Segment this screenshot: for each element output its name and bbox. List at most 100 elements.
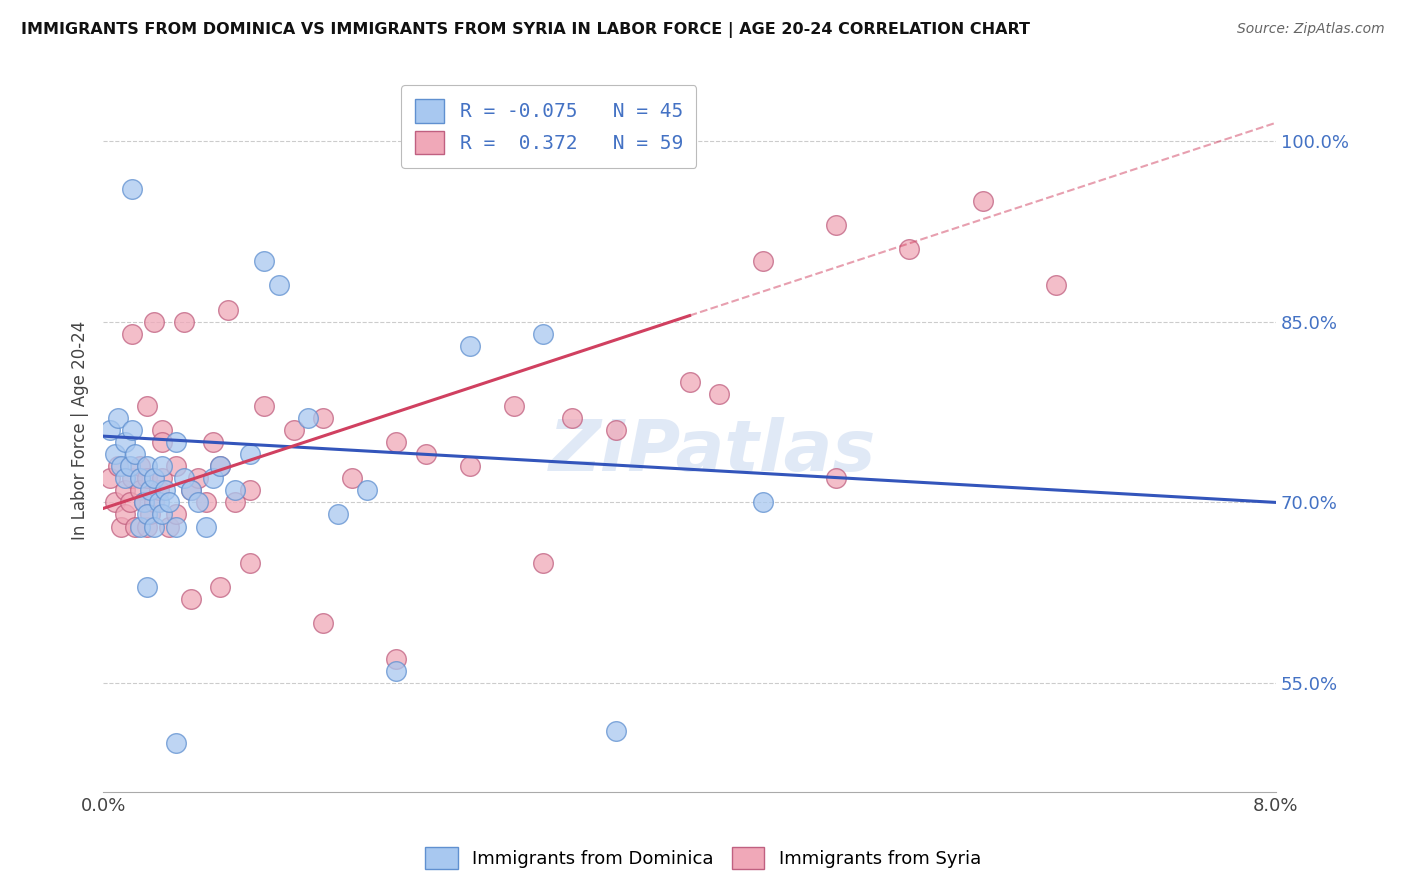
- Point: [150, 459, 173, 474]
- Point: [194, 519, 217, 533]
- Point: [157, 495, 180, 509]
- Point: [825, 471, 848, 485]
- Point: [209, 459, 232, 474]
- Point: [165, 519, 187, 533]
- Point: [312, 615, 335, 630]
- Point: [143, 519, 166, 533]
- Point: [502, 399, 524, 413]
- Point: [134, 495, 156, 509]
- Point: [283, 423, 305, 437]
- Point: [180, 483, 202, 498]
- Point: [180, 591, 202, 606]
- Text: Source: ZipAtlas.com: Source: ZipAtlas.com: [1237, 22, 1385, 37]
- Point: [110, 519, 132, 533]
- Point: [253, 254, 276, 268]
- Point: [561, 411, 583, 425]
- Point: [124, 519, 146, 533]
- Point: [121, 471, 143, 485]
- Point: [121, 182, 143, 196]
- Point: [150, 471, 173, 485]
- Text: IMMIGRANTS FROM DOMINICA VS IMMIGRANTS FROM SYRIA IN LABOR FORCE | AGE 20-24 COR: IMMIGRANTS FROM DOMINICA VS IMMIGRANTS F…: [21, 22, 1031, 38]
- Point: [136, 519, 159, 533]
- Point: [194, 495, 217, 509]
- Point: [118, 495, 141, 509]
- Point: [224, 495, 246, 509]
- Point: [136, 399, 159, 413]
- Point: [150, 508, 173, 522]
- Point: [187, 495, 209, 509]
- Point: [143, 471, 166, 485]
- Point: [157, 519, 180, 533]
- Point: [752, 254, 775, 268]
- Point: [121, 326, 143, 341]
- Point: [202, 435, 225, 450]
- Point: [187, 471, 209, 485]
- Point: [104, 495, 127, 509]
- Point: [209, 459, 232, 474]
- Point: [165, 459, 187, 474]
- Point: [107, 459, 129, 474]
- Point: [128, 483, 150, 498]
- Point: [136, 459, 159, 474]
- Point: [143, 315, 166, 329]
- Point: [678, 375, 700, 389]
- Legend: Immigrants from Dominica, Immigrants from Syria: Immigrants from Dominica, Immigrants fro…: [416, 838, 990, 879]
- Point: [297, 411, 319, 425]
- Point: [531, 556, 554, 570]
- Point: [267, 278, 290, 293]
- Point: [165, 737, 187, 751]
- Point: [605, 423, 627, 437]
- Point: [972, 194, 994, 208]
- Point: [458, 339, 481, 353]
- Text: ZIPatlas: ZIPatlas: [550, 417, 877, 486]
- Point: [605, 724, 627, 739]
- Point: [104, 447, 127, 461]
- Point: [165, 508, 187, 522]
- Point: [128, 519, 150, 533]
- Point: [458, 459, 481, 474]
- Point: [707, 387, 730, 401]
- Point: [165, 435, 187, 450]
- Point: [100, 471, 122, 485]
- Point: [531, 326, 554, 341]
- Point: [136, 580, 159, 594]
- Point: [415, 447, 437, 461]
- Point: [239, 556, 262, 570]
- Point: [180, 483, 202, 498]
- Point: [136, 471, 159, 485]
- Legend: R = -0.075   N = 45, R =  0.372   N = 59: R = -0.075 N = 45, R = 0.372 N = 59: [401, 86, 696, 168]
- Point: [173, 471, 195, 485]
- Point: [110, 459, 132, 474]
- Point: [118, 459, 141, 474]
- Point: [239, 447, 262, 461]
- Point: [356, 483, 378, 498]
- Point: [148, 495, 170, 509]
- Point: [385, 664, 408, 678]
- Point: [136, 508, 159, 522]
- Point: [107, 411, 129, 425]
- Point: [143, 495, 166, 509]
- Point: [752, 495, 775, 509]
- Point: [342, 471, 364, 485]
- Point: [224, 483, 246, 498]
- Point: [217, 302, 239, 317]
- Point: [148, 483, 170, 498]
- Point: [134, 495, 156, 509]
- Y-axis label: In Labor Force | Age 20-24: In Labor Force | Age 20-24: [72, 320, 89, 540]
- Point: [121, 423, 143, 437]
- Point: [209, 580, 232, 594]
- Point: [312, 411, 335, 425]
- Point: [898, 243, 921, 257]
- Point: [114, 471, 136, 485]
- Point: [114, 508, 136, 522]
- Point: [173, 315, 195, 329]
- Point: [150, 435, 173, 450]
- Point: [100, 423, 122, 437]
- Point: [825, 218, 848, 232]
- Point: [139, 483, 162, 498]
- Point: [202, 471, 225, 485]
- Point: [124, 447, 146, 461]
- Point: [239, 483, 262, 498]
- Point: [1045, 278, 1067, 293]
- Point: [153, 483, 176, 498]
